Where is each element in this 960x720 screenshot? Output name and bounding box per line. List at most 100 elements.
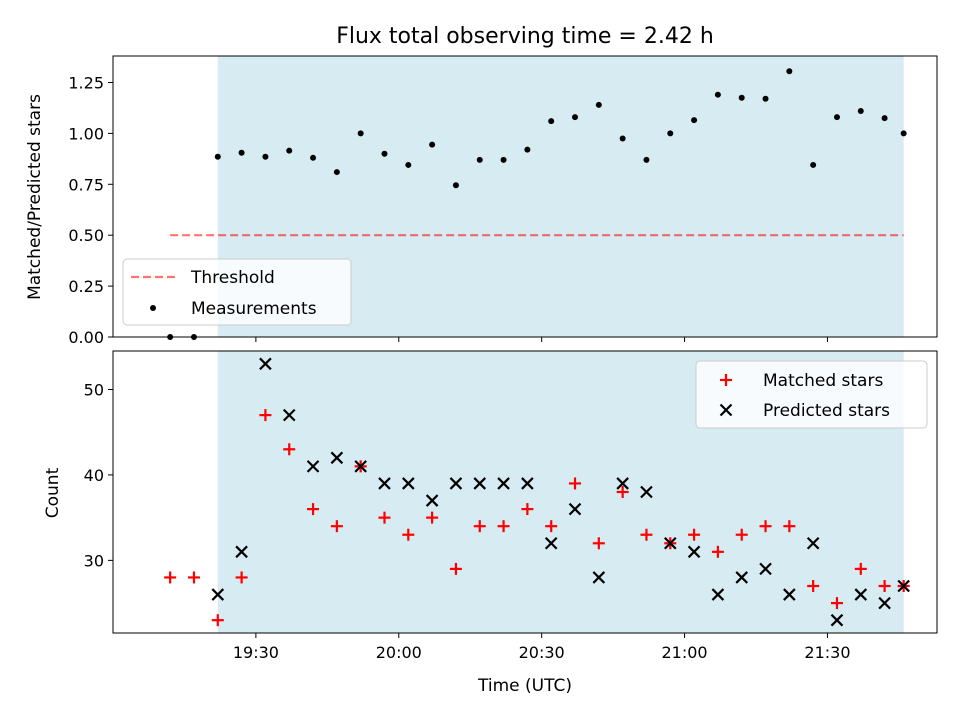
measurement-point [572,114,579,121]
predicted-star-point [306,460,320,473]
predicted-star-point [402,477,415,490]
x-tick-label: 20:30 [519,643,565,662]
measurement-point [286,147,293,154]
measurement-point [405,161,412,168]
measurement-point [524,146,531,153]
x-tick-label: 20:00 [376,643,422,662]
matched-star-point [164,571,177,584]
y-tick-label: 0.00 [68,328,104,347]
top-legend: Threshold Measurements [122,258,352,326]
predicted-star-point [211,588,225,601]
y-tick-label: 50 [84,380,104,399]
x-tick-label: 19:30 [233,643,279,662]
predicted-star-point-b [354,460,367,473]
legend-matched-swatch [720,374,732,386]
predicted-star-point-b [687,545,701,559]
predicted-star-point [521,477,534,490]
matched-star-point [807,580,820,592]
measurement-point [262,153,269,160]
measurement-point [857,107,864,114]
predicted-star-point [544,536,558,550]
measurement-point [500,156,507,163]
measurement-point [357,130,364,137]
y-tick-label: 1.00 [68,124,104,143]
matched-star-point [616,486,629,498]
predicted-star-point [235,545,248,559]
bottom-legend: Matched stars Predicted stars [695,360,928,429]
predicted-star-point-b [306,460,320,473]
measurement-point [762,95,769,102]
predicted-star-point-b [497,477,510,490]
predicted-star-point [854,588,868,601]
predicted-star-point [878,596,891,610]
predicted-star-point-b [330,451,344,465]
legend-predicted-swatch [719,403,733,417]
matched-star-point [545,520,558,533]
predicted-star-point [259,357,272,371]
predicted-star-point [378,477,391,490]
predicted-star-point [330,451,344,465]
predicted-star-point-b [259,357,272,371]
predicted-star-point-b [521,477,534,490]
measurement-point [810,161,817,168]
predicted-star-point [473,477,487,490]
matched-star-point [640,528,653,541]
measurement-point [548,118,555,125]
measurement-point [691,117,698,124]
matched-star-point [735,528,748,541]
predicted-star-point-b [592,571,606,584]
matched-star-point [521,503,534,516]
matched-star-point [283,443,296,456]
predicted-star-point [735,571,748,584]
matched-star-point [187,571,200,584]
predicted-star-point-b [640,485,653,499]
predicted-star-point-b [616,477,629,490]
measurement-point [310,154,317,161]
predicted-star-point [449,477,463,490]
matched-star-point [688,528,701,541]
predicted-star-point-b [402,477,415,490]
predicted-star-point [806,536,820,550]
matched-star-point [235,571,248,584]
measurement-point [900,130,907,137]
bottom-legend-box [695,360,928,429]
matched-star-point [592,537,605,550]
legend-threshold-label: Threshold [190,268,275,288]
matched-star-point [854,562,867,575]
predicted-star-point-b [711,588,725,601]
matched-star-point [830,597,843,610]
predicted-star-point [759,562,772,576]
predicted-star-point [663,536,677,550]
legend-measurements-swatch [150,305,156,311]
predicted-star-point [592,571,606,584]
predicted-star-point [616,477,629,490]
bottom-frame [112,350,938,634]
predicted-star-point-b [544,536,558,550]
bottom-panel: 30 40 50 19:30 20:00 20:30 21:00 21:30 Matched s… [84,350,938,662]
predicted-star-point-b [783,588,796,601]
predicted-star-point-b [663,536,677,550]
top-panel: 0.00 0.25 0.50 0.75 1.00 1.25 Threshold Measure… [68,55,938,347]
predicted-star-point-b [897,579,910,593]
measurement-point [214,153,221,160]
predicted-star-point-b [830,613,844,627]
predicted-star-point [568,502,582,516]
matched-star-point [402,528,415,541]
matched-star-point [878,580,891,592]
matched-star-point [473,520,486,533]
legend-matched-label: Matched stars [763,371,883,391]
predicted-star-point-b [735,571,748,584]
measurement-point [595,101,602,108]
predicted-star-point-b [282,408,296,422]
measurement-point [786,68,793,75]
matched-star-point [449,562,462,575]
top-legend-box [122,258,352,326]
y-tick-label: 40 [84,466,104,485]
predicted-star-point [354,460,367,473]
matched-star-point [378,511,391,524]
y-tick-label: 1.25 [68,73,104,92]
predicted-star-point-b [759,562,772,576]
top-y-axis-label: Matched/Predicted stars [25,94,45,300]
matched-star-point [307,503,320,516]
